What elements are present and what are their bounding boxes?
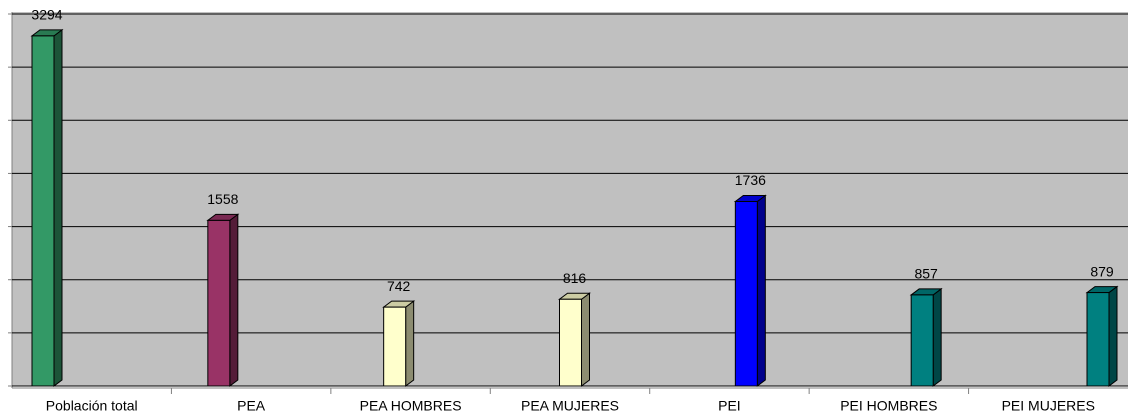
x-tick-label: PEI <box>718 398 741 414</box>
bar-side <box>405 300 415 387</box>
x-tick-label: PEA <box>237 398 266 414</box>
value-label: 816 <box>563 270 587 286</box>
value-label: 1558 <box>207 191 238 207</box>
bar-side <box>53 28 63 387</box>
value-label: 3294 <box>31 7 62 23</box>
value-label: 857 <box>914 266 938 282</box>
bar <box>383 306 407 387</box>
x-tick-label: PEI HOMBRES <box>840 398 937 414</box>
bar-side <box>1108 285 1118 387</box>
x-tick-label: Población total <box>46 398 138 414</box>
x-tick-label: PEA MUJERES <box>521 398 619 414</box>
bar-side <box>932 287 942 387</box>
bar-side <box>756 194 766 387</box>
value-label: 879 <box>1090 263 1114 279</box>
value-label: 742 <box>387 278 411 294</box>
bar <box>207 219 231 387</box>
bar-side <box>581 292 590 387</box>
x-tick-label: PEA HOMBRES <box>360 398 462 414</box>
bar <box>559 298 582 387</box>
value-label: 1736 <box>735 172 766 188</box>
bar <box>910 294 934 387</box>
bar <box>734 200 758 387</box>
bar <box>31 35 55 387</box>
bar-side <box>229 213 239 387</box>
bar <box>1086 292 1110 387</box>
x-tick-label: PEI MUJERES <box>1002 398 1095 414</box>
